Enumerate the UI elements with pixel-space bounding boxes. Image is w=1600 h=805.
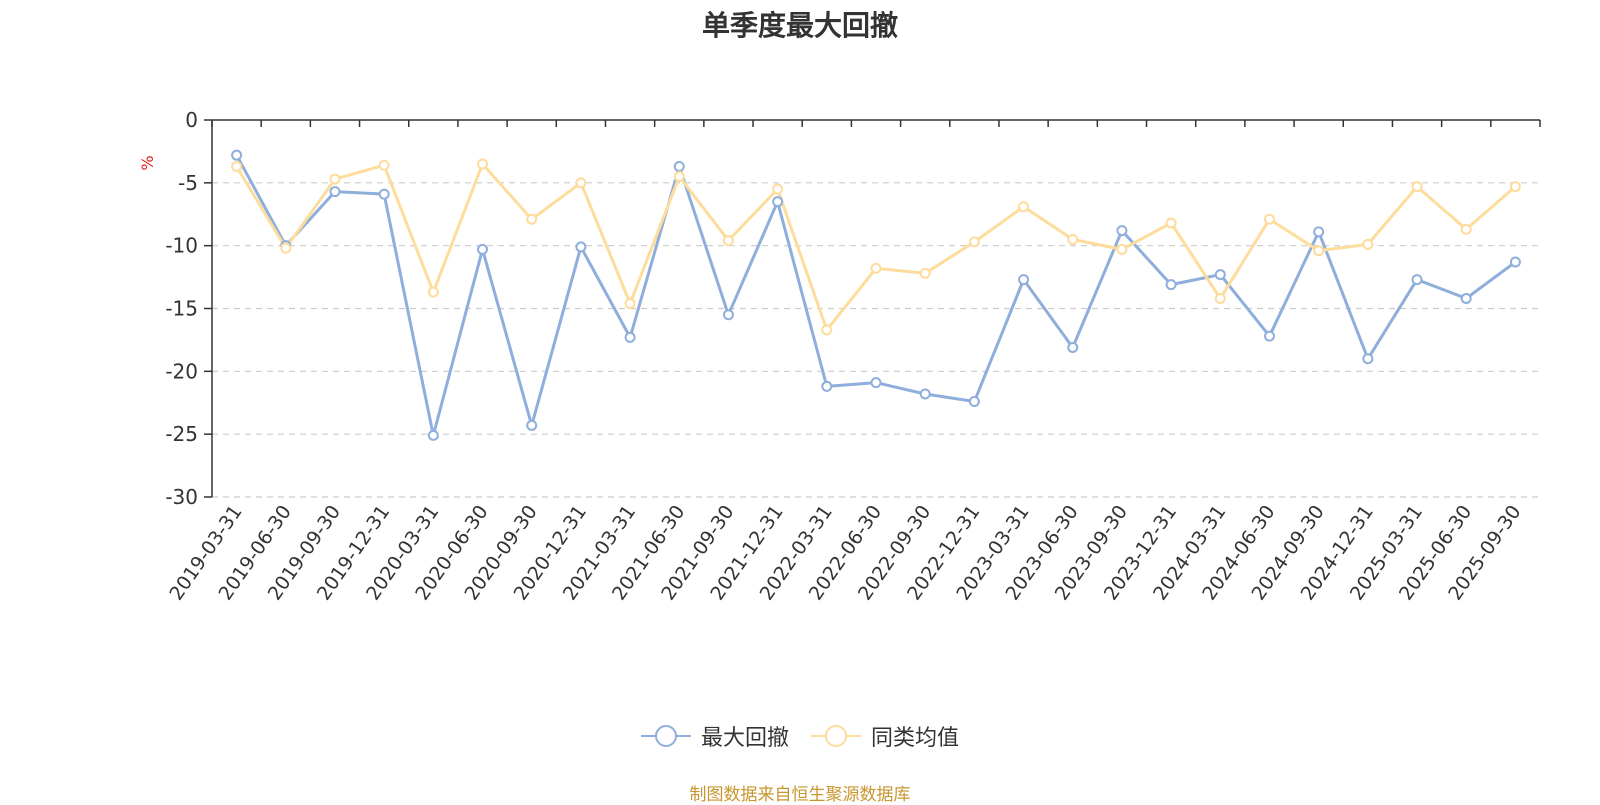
grid-lines	[212, 182, 1540, 498]
data-point	[1362, 238, 1374, 250]
data-point	[1313, 245, 1325, 257]
legend-item-series-0[interactable]: 最大回撤	[640, 720, 789, 752]
data-point	[280, 242, 292, 254]
data-point	[624, 297, 636, 309]
data-point	[1509, 181, 1521, 193]
data-point	[1411, 274, 1423, 286]
data-point	[427, 429, 439, 441]
data-point	[1509, 256, 1521, 268]
y-tick-label: -15	[165, 297, 198, 321]
data-point	[624, 331, 636, 343]
data-point	[231, 160, 243, 172]
data-point	[1018, 201, 1030, 213]
data-point	[772, 183, 784, 195]
chart-title: 单季度最大回撤	[701, 9, 898, 42]
data-point	[919, 267, 931, 279]
data-point	[870, 262, 882, 274]
y-tick-label: -25	[165, 422, 198, 446]
data-point	[673, 171, 685, 183]
data-point	[870, 377, 882, 389]
data-point	[1460, 223, 1472, 235]
y-tick-label: 0	[185, 108, 198, 132]
data-point	[821, 380, 833, 392]
data-point	[1214, 269, 1226, 281]
data-point	[1263, 213, 1275, 225]
data-point	[722, 309, 734, 321]
data-point	[968, 395, 980, 407]
legend-label: 同类均值	[871, 726, 960, 751]
data-point	[477, 158, 489, 170]
legend: 最大回撤 同类均值	[0, 720, 1600, 752]
data-point	[1460, 292, 1472, 304]
y-tick-label: -5	[178, 171, 198, 195]
data-point	[722, 235, 734, 247]
data-point	[919, 388, 931, 400]
legend-label: 最大回撤	[700, 726, 789, 751]
data-point	[1214, 292, 1226, 304]
legend-marker-icon	[811, 725, 861, 747]
data-point	[526, 213, 538, 225]
data-point	[231, 149, 243, 161]
data-point	[1263, 330, 1275, 342]
data-point	[329, 173, 341, 185]
data-point	[477, 243, 489, 255]
data-point	[1116, 243, 1128, 255]
data-point	[1313, 226, 1325, 238]
data-point	[1116, 225, 1128, 237]
data-point	[1165, 217, 1177, 229]
data-point	[378, 188, 390, 200]
source-note: 制图数据来自恒生聚源数据库	[689, 785, 911, 805]
series-group	[231, 149, 1521, 441]
data-point	[1067, 341, 1079, 353]
data-point	[427, 286, 439, 298]
data-point	[1362, 353, 1374, 365]
series-line-0	[235, 154, 1517, 437]
data-point	[329, 186, 341, 198]
data-point	[1018, 274, 1030, 286]
data-point	[673, 160, 685, 172]
data-point	[575, 177, 587, 189]
data-point	[575, 241, 587, 253]
data-point	[378, 159, 390, 171]
data-point	[1067, 233, 1079, 245]
data-point	[821, 324, 833, 336]
legend-marker-icon	[640, 725, 691, 747]
y-tick-label: -10	[165, 234, 198, 258]
legend-item-series-1[interactable]: 同类均值	[811, 720, 959, 752]
data-point	[968, 236, 980, 248]
data-point	[526, 419, 538, 431]
data-point	[1165, 279, 1177, 291]
data-point	[772, 196, 784, 208]
data-point	[1411, 181, 1423, 193]
y-tick-label: -30	[165, 485, 198, 509]
y-axis-label: %	[138, 155, 157, 170]
y-tick-label: -20	[165, 359, 198, 383]
